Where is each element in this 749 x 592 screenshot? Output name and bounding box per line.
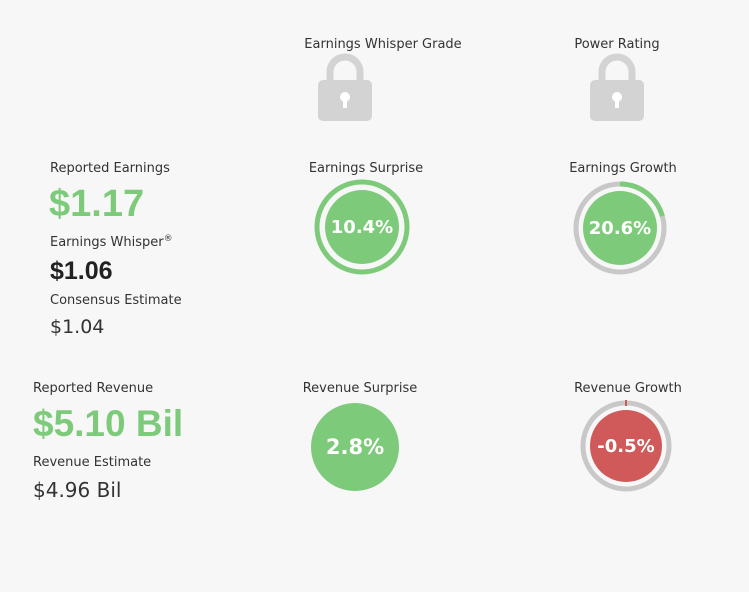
- label: Reported Revenue: [33, 381, 153, 396]
- reported-earnings: $1.17: [49, 183, 144, 225]
- growth-value: 20.6%: [589, 218, 651, 239]
- lock-icon: [318, 53, 372, 121]
- surprise-value: 10.4%: [331, 217, 393, 238]
- surprise-value: 2.8%: [326, 435, 384, 459]
- label: Revenue Estimate: [33, 455, 151, 470]
- ring-arc: [573, 181, 667, 275]
- reported-revenue: $5.10 Bil: [33, 403, 183, 444]
- label: Reported Earnings: [50, 161, 170, 176]
- estimate-value: $4.96 Bil: [33, 478, 121, 502]
- growth-value: -0.5%: [597, 436, 654, 457]
- consensus-value: $1.04: [50, 316, 104, 338]
- label-text: Earnings Whisper: [50, 235, 164, 250]
- ring: [314, 179, 410, 275]
- badge: [590, 410, 662, 482]
- lock-icon: [590, 53, 644, 121]
- label: Earnings Whisper®: [50, 234, 173, 250]
- label: Earnings Growth: [569, 161, 677, 176]
- label: Revenue Surprise: [303, 381, 418, 396]
- whisper-value: $1.06: [50, 257, 113, 285]
- badge: [325, 190, 399, 264]
- label: Earnings Surprise: [309, 161, 423, 176]
- label: Revenue Growth: [574, 381, 682, 396]
- label: Consensus Estimate: [50, 293, 182, 308]
- registered-mark: ®: [164, 234, 173, 244]
- grade-label: Power Rating: [574, 37, 659, 52]
- badge: [583, 191, 657, 265]
- grade-label: Earnings Whisper Grade: [304, 37, 461, 52]
- badge: [311, 403, 399, 491]
